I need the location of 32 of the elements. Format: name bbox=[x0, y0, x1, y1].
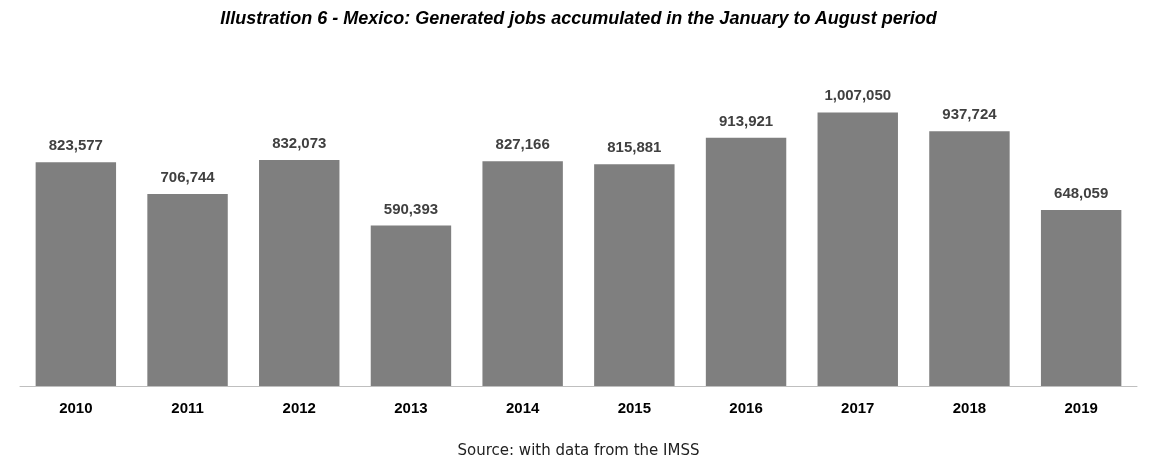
x-tick-label: 2016 bbox=[729, 399, 763, 416]
data-label: 913,921 bbox=[718, 111, 774, 129]
x-tick-label: 2014 bbox=[505, 399, 540, 416]
bar bbox=[35, 162, 117, 386]
bar bbox=[817, 112, 898, 386]
chart-title: Illustration 6 - Mexico: Generated jobs accumulated in the January to August period bbox=[220, 8, 938, 28]
x-tick-label: 2015 bbox=[617, 399, 652, 416]
x-tick-label: 2012 bbox=[282, 399, 316, 416]
data-label: 590,393 bbox=[383, 199, 439, 217]
bar bbox=[929, 131, 1010, 386]
data-label: 823,577 bbox=[48, 136, 103, 154]
x-tick-label: 2017 bbox=[841, 399, 875, 416]
data-label: 827,166 bbox=[495, 135, 550, 153]
data-label: 1,007,050 bbox=[824, 86, 892, 104]
data-label: 832,073 bbox=[272, 133, 327, 151]
data-label: 706,744 bbox=[160, 168, 216, 185]
x-tick-label: 2013 bbox=[394, 399, 428, 416]
bar bbox=[705, 137, 787, 386]
bar bbox=[147, 194, 228, 386]
bar bbox=[259, 159, 340, 386]
x-tick-label: 2010 bbox=[59, 399, 93, 416]
x-tick-label: 2011 bbox=[171, 399, 204, 416]
bar bbox=[370, 225, 452, 386]
bar bbox=[1040, 209, 1122, 386]
data-label: 815,881 bbox=[607, 138, 662, 156]
bar bbox=[594, 164, 675, 386]
data-label: 648,059 bbox=[1054, 183, 1109, 201]
x-tick-label: 2018 bbox=[952, 399, 987, 416]
source-note: Source: with data from the IMSS bbox=[457, 440, 700, 459]
data-label: 937,724 bbox=[942, 105, 998, 123]
x-tick-label: 2019 bbox=[1064, 399, 1098, 416]
bar bbox=[482, 161, 563, 386]
